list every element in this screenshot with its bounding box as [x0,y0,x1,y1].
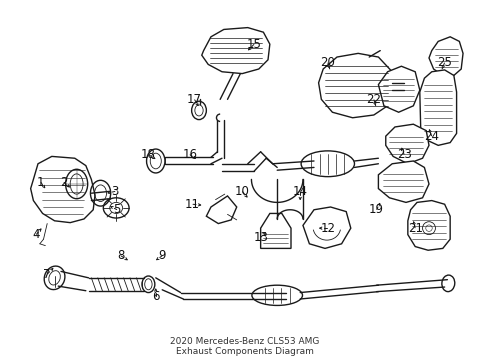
Ellipse shape [301,151,354,177]
Text: 23: 23 [397,148,412,161]
Text: 14: 14 [293,185,308,198]
Text: 25: 25 [437,56,452,69]
Ellipse shape [252,285,302,305]
Text: 2020 Mercedes-Benz CLS53 AMG: 2020 Mercedes-Benz CLS53 AMG [171,337,319,346]
Text: 10: 10 [235,185,250,198]
Text: 1: 1 [37,176,45,189]
Polygon shape [303,207,351,248]
Polygon shape [429,37,463,76]
Text: 7: 7 [44,268,51,281]
Text: 11: 11 [185,198,200,211]
Polygon shape [206,196,237,224]
Text: 24: 24 [424,130,439,143]
Text: 8: 8 [117,249,124,262]
Polygon shape [31,156,95,222]
Polygon shape [386,124,429,164]
Text: 19: 19 [369,203,384,216]
Text: 9: 9 [158,249,166,262]
Text: 2: 2 [60,176,68,189]
Polygon shape [318,53,395,118]
Text: 15: 15 [247,38,262,51]
Polygon shape [378,66,420,112]
Text: 17: 17 [187,93,202,106]
Polygon shape [420,70,457,145]
Text: 21: 21 [408,222,423,235]
Text: Exhaust Components Diagram: Exhaust Components Diagram [176,347,314,356]
Text: 5: 5 [113,203,121,216]
Polygon shape [202,28,270,73]
Polygon shape [408,201,450,250]
Polygon shape [261,213,291,248]
Polygon shape [378,161,429,202]
Text: 22: 22 [367,93,381,106]
Text: 12: 12 [320,222,335,235]
Text: 18: 18 [141,148,156,161]
Text: 16: 16 [182,148,197,161]
Text: 13: 13 [253,231,268,244]
Text: 4: 4 [32,228,40,241]
Text: 3: 3 [112,185,119,198]
Text: 6: 6 [152,290,160,303]
Text: 20: 20 [320,56,335,69]
